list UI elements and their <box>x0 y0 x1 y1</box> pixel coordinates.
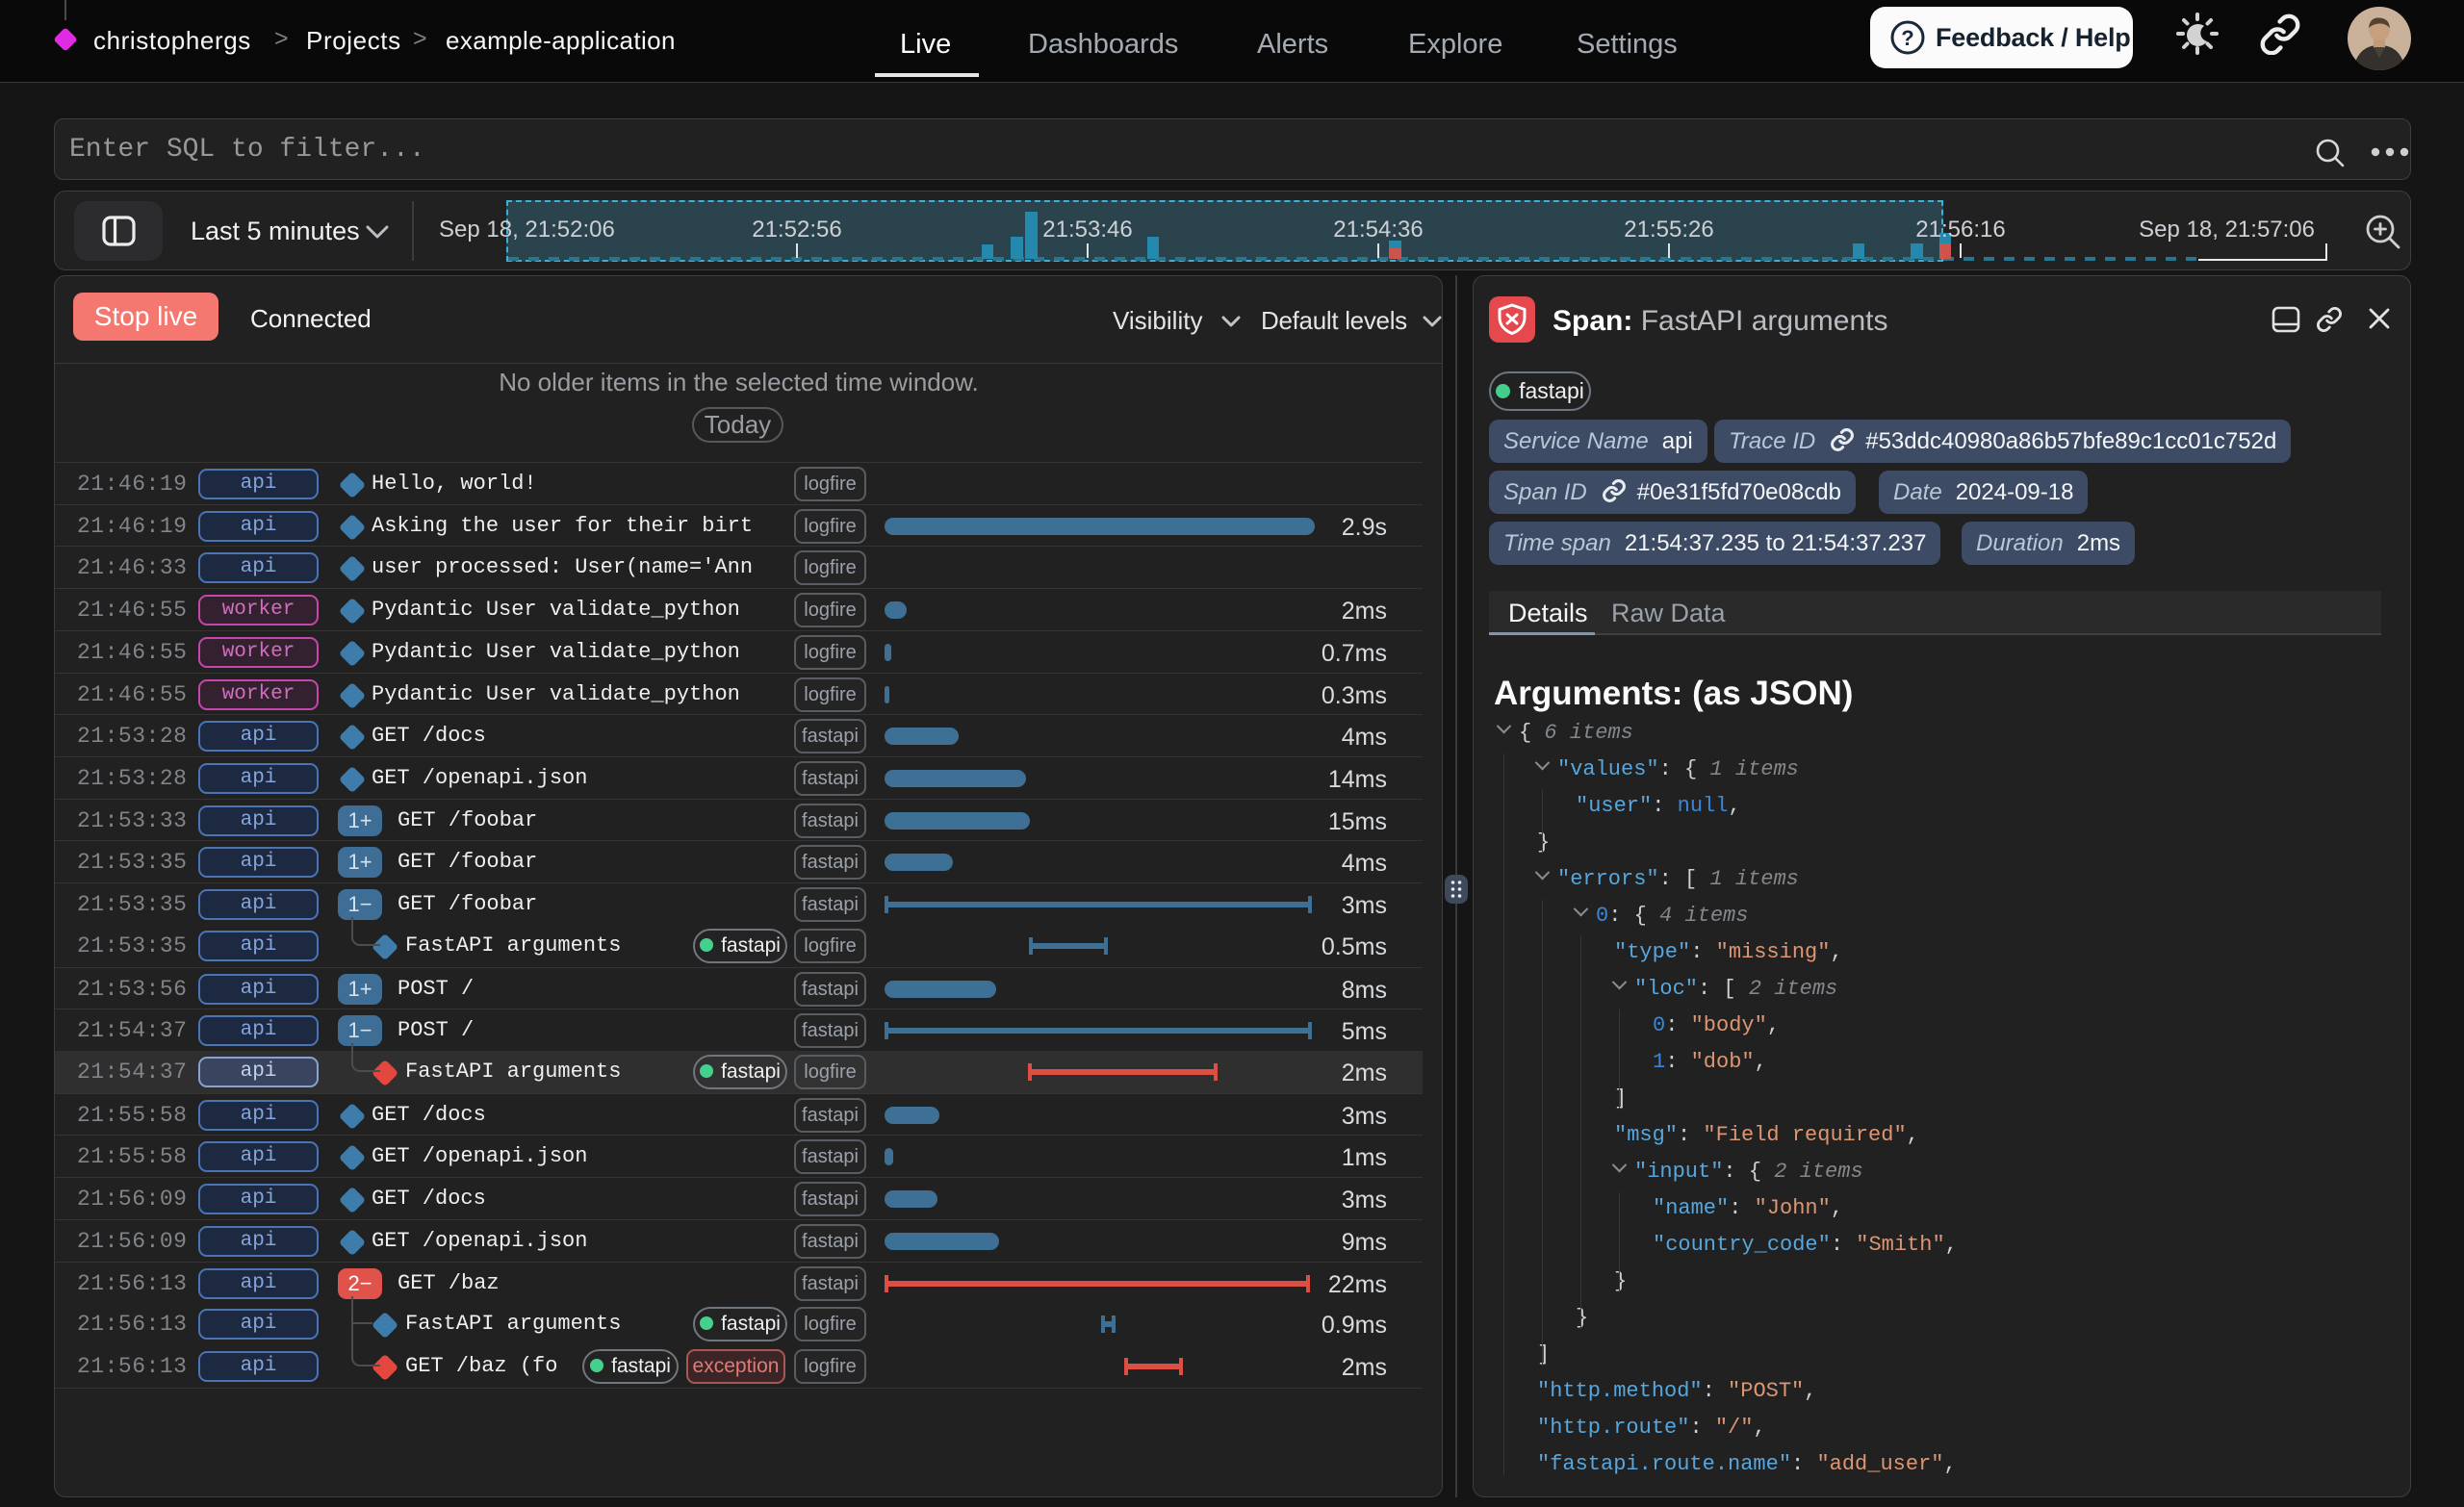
svg-text:?: ? <box>1901 26 1913 50</box>
